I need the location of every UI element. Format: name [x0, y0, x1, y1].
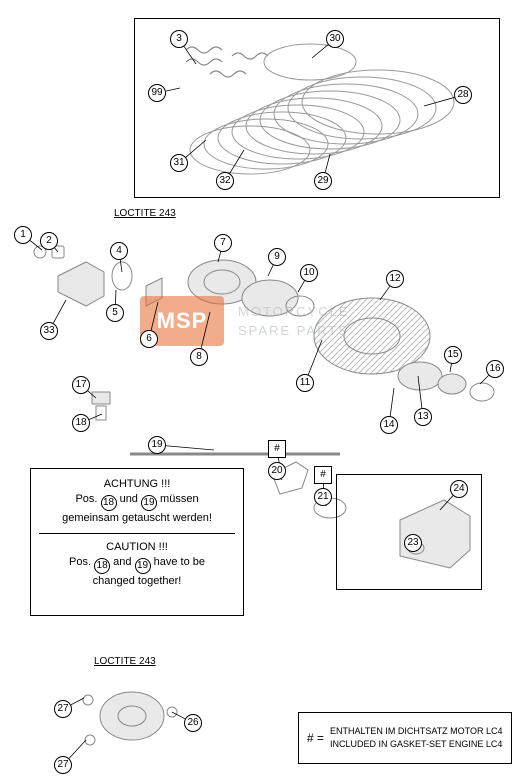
gasket-line2: INCLUDED IN GASKET-SET ENGINE LC4: [330, 738, 503, 751]
loctite-lower: LOCTITE 243: [94, 656, 156, 667]
caution-en-title: CAUTION !!!: [39, 540, 235, 555]
gasket-set-box: # = ENTHALTEN IM DICHTSATZ MOTOR LC4 INC…: [298, 712, 512, 764]
ref-19: 19: [141, 495, 157, 511]
ref-18b: 18: [94, 558, 110, 574]
watermark-line2: SPARE PARTS: [238, 321, 350, 341]
callout-20: 20: [268, 462, 286, 480]
watermark-text: MOTORCYCLE SPARE PARTS: [238, 302, 350, 341]
callout-17: 17: [72, 376, 90, 394]
gasket-line1: ENTHALTEN IM DICHTSATZ MOTOR LC4: [330, 725, 503, 738]
callout-21: 21: [314, 488, 332, 506]
callout-30: 30: [326, 30, 344, 48]
callout-6: 6: [140, 330, 158, 348]
gasket-prefix: # =: [307, 730, 324, 747]
caution-de-line2: gemeinsam getauscht werden!: [39, 511, 235, 526]
callout-16: 16: [486, 360, 504, 378]
callout-#: #: [268, 440, 286, 458]
callout-8: 8: [190, 348, 208, 366]
callout-26: 26: [184, 714, 202, 732]
loctite-upper: LOCTITE 243: [114, 208, 176, 219]
callout-10: 10: [300, 264, 318, 282]
callout-99: 99: [148, 84, 166, 102]
callout-14: 14: [380, 416, 398, 434]
callout-11: 11: [296, 374, 314, 392]
callout-18: 18: [72, 414, 90, 432]
ref-19b: 19: [135, 558, 151, 574]
callout-4: 4: [110, 242, 128, 260]
callout-27: 27: [54, 700, 72, 718]
caution-de-title: ACHTUNG !!!: [39, 477, 235, 492]
callout-2: 2: [40, 232, 58, 250]
caution-box: ACHTUNG !!! Pos. 18 und 19 müssen gemein…: [30, 468, 244, 616]
callout-27: 27: [54, 756, 72, 774]
callout-9: 9: [268, 248, 286, 266]
callout-33: 33: [40, 322, 58, 340]
callout-3: 3: [170, 30, 188, 48]
callout-1: 1: [14, 226, 32, 244]
callout-5: 5: [106, 304, 124, 322]
caution-en-line: Pos. 18 and 19 have to be: [39, 555, 235, 574]
caution-de-line: Pos. 18 und 19 müssen: [39, 492, 235, 511]
watermark: MSP MOTORCYCLE SPARE PARTS: [140, 296, 350, 346]
callout-12: 12: [386, 270, 404, 288]
callout-15: 15: [444, 346, 462, 364]
lower-cover: [83, 692, 177, 745]
callout-7: 7: [214, 234, 232, 252]
watermark-line1: MOTORCYCLE: [238, 302, 350, 322]
callout-32: 32: [216, 172, 234, 190]
callout-29: 29: [314, 172, 332, 190]
callout-19: 19: [148, 436, 166, 454]
callout-24: 24: [450, 480, 468, 498]
callout-13: 13: [414, 408, 432, 426]
callout-#: #: [314, 466, 332, 484]
callout-28: 28: [454, 86, 472, 104]
fitting-17-18: [92, 392, 110, 420]
caution-en-line2: changed together!: [39, 574, 235, 589]
ref-18: 18: [101, 495, 117, 511]
clutch-pack-frame: [134, 18, 500, 198]
callout-23: 23: [404, 534, 422, 552]
callout-31: 31: [170, 154, 188, 172]
